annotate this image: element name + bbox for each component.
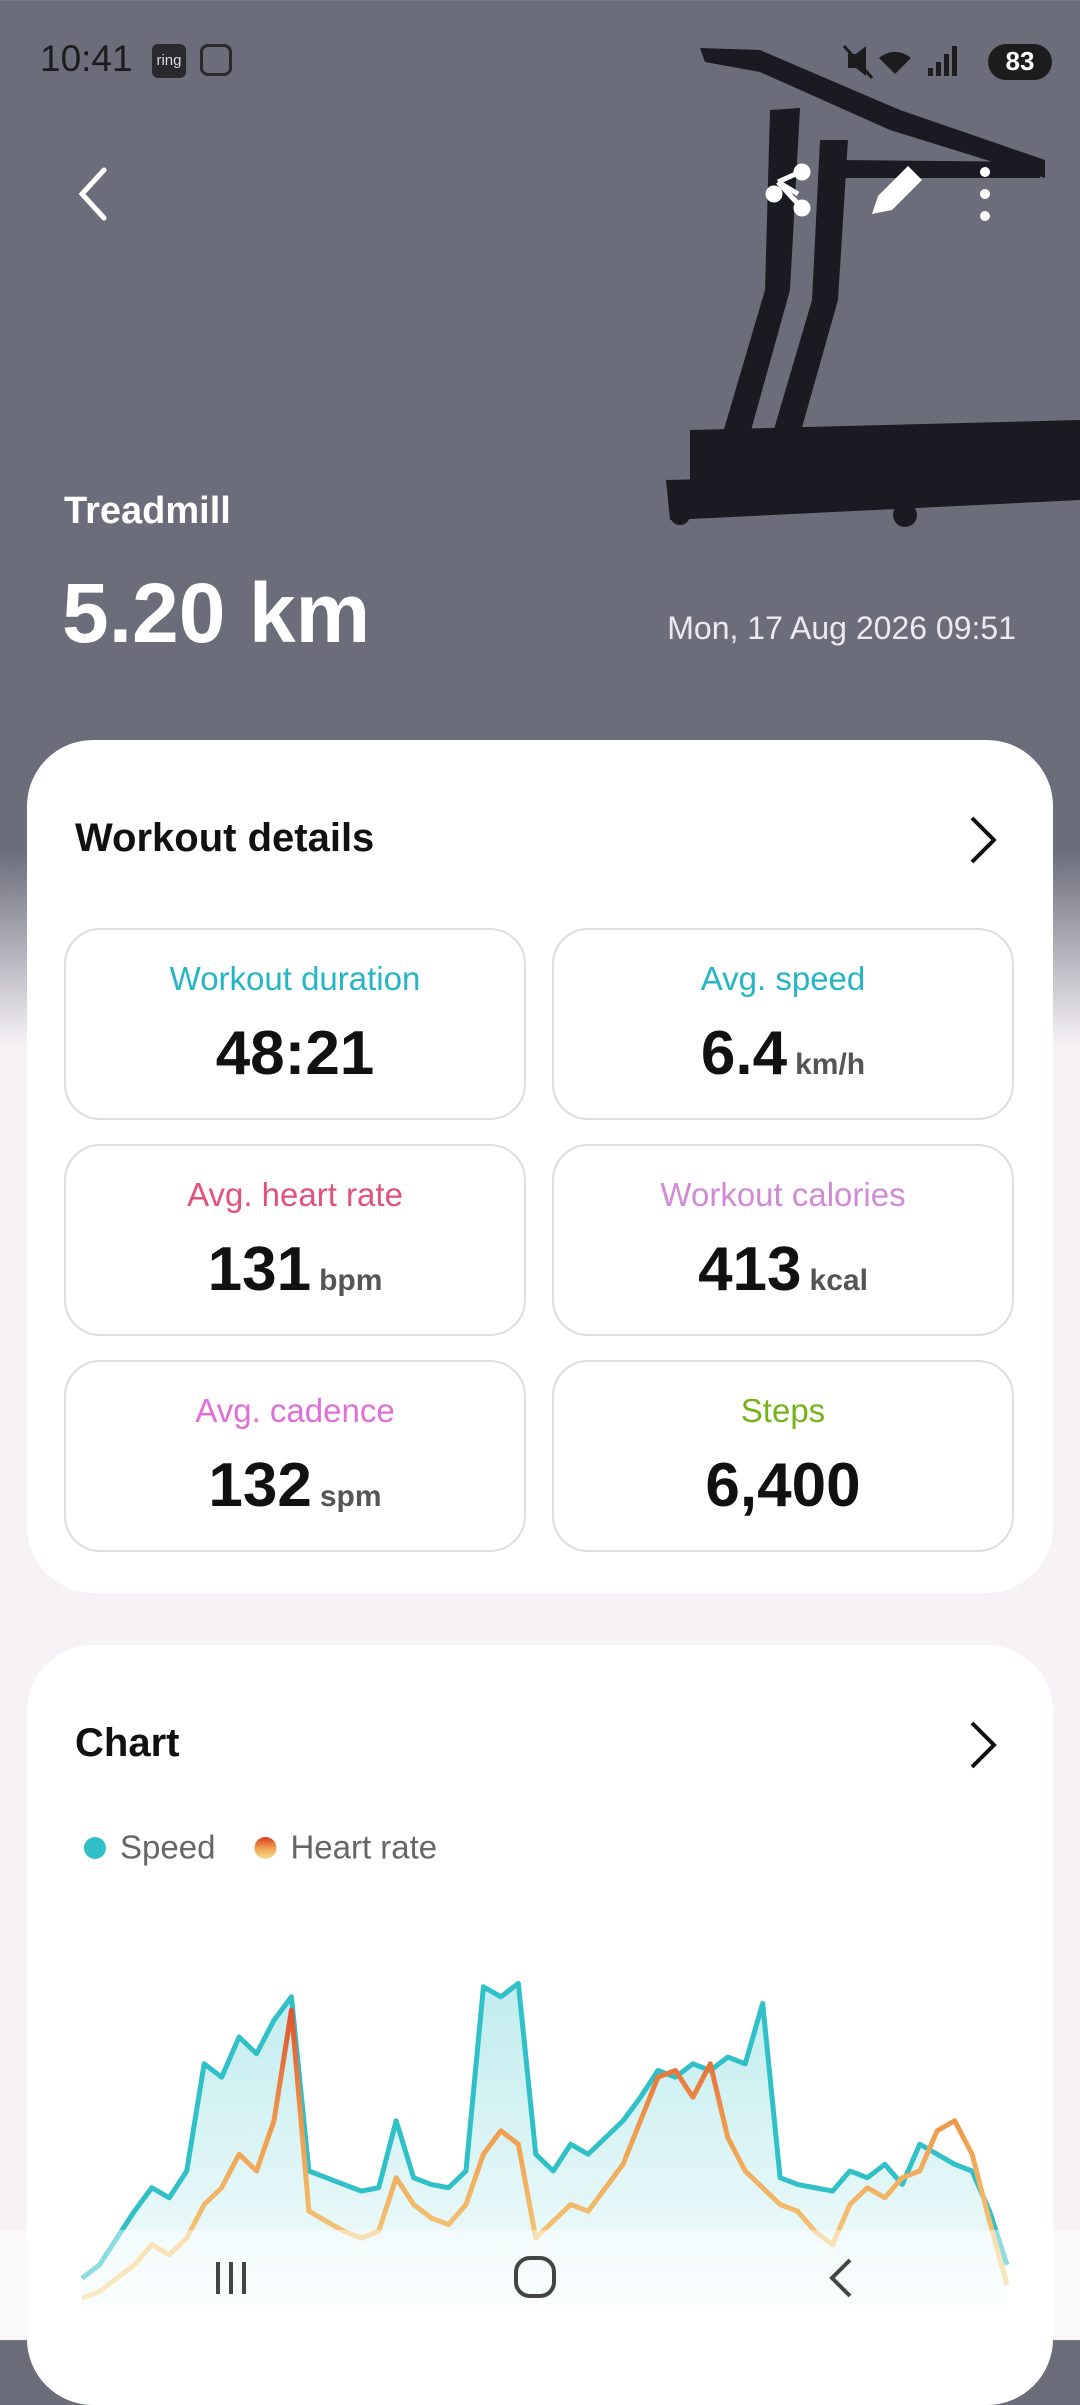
series-line	[80, 1980, 1010, 2281]
back-button[interactable]	[78, 167, 107, 221]
workout-details-card: Workout details Workout duration 48:21 Avg…	[27, 740, 1053, 1593]
battery-level: 83	[1006, 46, 1035, 76]
metric-tile[interactable]: Avg. speed 6.4 km/h	[552, 928, 1014, 1120]
notification-icon: ring	[152, 44, 186, 78]
signal-icons	[842, 44, 1052, 80]
activity-name: Treadmill	[64, 490, 231, 532]
metric-tile[interactable]: Workout calories 413 kcal	[552, 1144, 1014, 1336]
metric-value-row: 413 kcal	[554, 1234, 1012, 1305]
header-nav	[78, 163, 990, 221]
metric-value: 6.4	[700, 1019, 788, 1088]
header-art	[666, 48, 1080, 527]
metric-value-row: 48:21	[66, 1018, 524, 1089]
metric-label: Avg. cadence	[195, 1392, 395, 1429]
metric-value-row: 6,400	[554, 1450, 1012, 1521]
series-line	[81, 2007, 1010, 2301]
metric-label: Workout duration	[169, 960, 421, 997]
nav-bar	[216, 2256, 852, 2298]
metric-value: 131	[207, 1235, 312, 1304]
recents-button[interactable]	[216, 2262, 246, 2294]
legend-marker	[254, 1837, 277, 1859]
share-button[interactable]	[765, 163, 811, 217]
metric-unit: spm	[319, 1480, 382, 1513]
legend-label: Heart rate	[290, 1829, 437, 1866]
metric-value: 48:21	[215, 1019, 375, 1088]
more-button[interactable]	[980, 167, 990, 221]
distance: 5.20 km	[62, 566, 371, 660]
status-icons: 83	[842, 44, 1052, 80]
page: 10:41 ring 83 Treadmill 5.20 km Mon, 17 …	[0, 0, 1080, 2340]
metric-unit: km/h	[795, 1048, 866, 1081]
metric-label: Steps	[740, 1392, 826, 1429]
metric-tile[interactable]: Avg. heart rate 131 bpm	[64, 1144, 526, 1336]
card-title: Workout details	[75, 816, 375, 860]
metric-value: 413	[698, 1235, 802, 1304]
metric-label: Workout calories	[660, 1176, 906, 1213]
metric-value-row: 132 spm	[66, 1450, 524, 1521]
metric-value-row: 6.4 km/h	[554, 1018, 1012, 1089]
metric-label: Avg. speed	[700, 960, 866, 997]
metric-tile[interactable]: Avg. cadence 132 spm	[64, 1360, 526, 1552]
legend-label: Speed	[120, 1829, 215, 1866]
nav-fade	[0, 2230, 1080, 2340]
chart: Speed Heart rate	[0, 1829, 1080, 2340]
screenshot-icon	[200, 44, 232, 76]
status-time: 10:41	[40, 38, 133, 79]
back-nav-button[interactable]	[829, 2258, 852, 2298]
metric-value: 132	[208, 1451, 312, 1520]
edit-button[interactable]	[872, 166, 922, 214]
metric-unit: bpm	[319, 1264, 383, 1297]
legend-marker	[84, 1837, 106, 1859]
chart-chevron[interactable]	[962, 1715, 1002, 1775]
metric-value: 6,400	[705, 1451, 861, 1520]
metric-tile[interactable]: Workout duration 48:21	[64, 928, 526, 1120]
metric-value-row: 131 bpm	[66, 1234, 524, 1305]
card-title: Chart	[75, 1721, 180, 1765]
speed-area	[82, 1983, 1007, 2305]
metric-unit: kcal	[809, 1264, 868, 1297]
workout-date: Mon, 17 Aug 2026 09:51	[667, 610, 1016, 646]
treadmill-image	[666, 48, 1080, 527]
home-button[interactable]	[514, 2256, 556, 2298]
metric-tile[interactable]: Steps 6,400	[552, 1360, 1014, 1552]
details-chevron[interactable]	[962, 810, 1002, 870]
metric-label: Avg. heart rate	[187, 1176, 403, 1213]
